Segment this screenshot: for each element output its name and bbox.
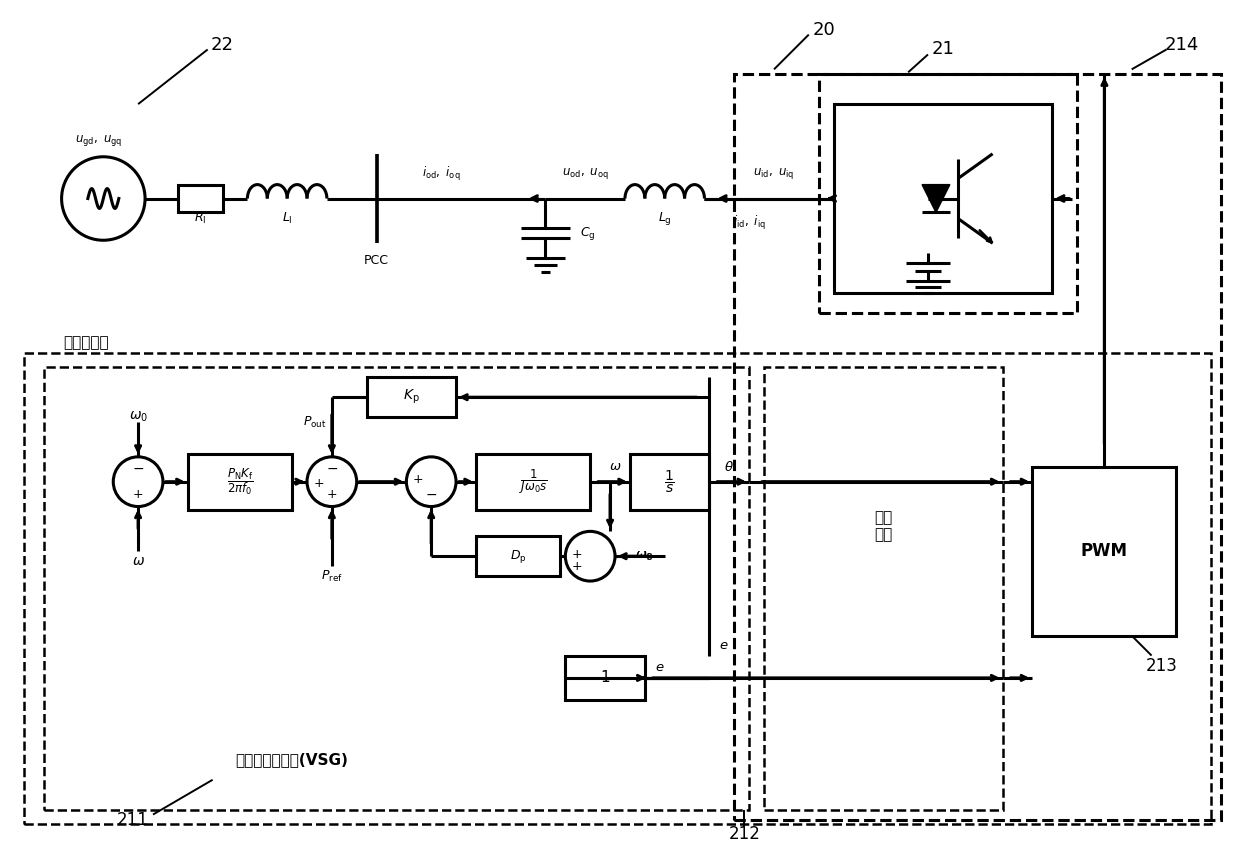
Text: $u_\mathrm{id},\ u_\mathrm{iq}$: $u_\mathrm{id},\ u_\mathrm{iq}$ bbox=[754, 166, 795, 181]
Text: +: + bbox=[572, 559, 583, 572]
Text: +: + bbox=[413, 473, 424, 486]
Text: 214: 214 bbox=[1164, 36, 1199, 54]
Text: +: + bbox=[572, 548, 583, 561]
Text: 1: 1 bbox=[600, 670, 610, 686]
Text: $u_\mathrm{od},\ u_\mathrm{oq}$: $u_\mathrm{od},\ u_\mathrm{oq}$ bbox=[562, 166, 609, 181]
Bar bbox=[177, 185, 222, 212]
Circle shape bbox=[113, 457, 162, 506]
Bar bbox=[565, 655, 645, 701]
Text: 211: 211 bbox=[118, 811, 149, 829]
Text: +: + bbox=[133, 488, 144, 501]
Text: 20: 20 bbox=[812, 21, 835, 39]
Text: $\dfrac{P_\mathrm{N} K_\mathrm{f}}{2\pi f_0}$: $\dfrac{P_\mathrm{N} K_\mathrm{f}}{2\pi … bbox=[227, 466, 253, 497]
Text: PWM: PWM bbox=[1081, 542, 1128, 560]
Text: $\omega$: $\omega$ bbox=[131, 554, 145, 568]
Text: 213: 213 bbox=[1146, 656, 1178, 675]
Text: $\dfrac{1}{J\omega_0 s}$: $\dfrac{1}{J\omega_0 s}$ bbox=[518, 467, 548, 496]
Text: $K_\mathrm{p}$: $K_\mathrm{p}$ bbox=[403, 388, 419, 407]
Text: 212: 212 bbox=[728, 825, 760, 844]
Bar bbox=[476, 453, 590, 510]
Bar bbox=[24, 353, 1211, 825]
Text: 22: 22 bbox=[211, 36, 234, 54]
Text: 虚拟同步发电机(VSG): 虚拟同步发电机(VSG) bbox=[236, 753, 348, 767]
Bar bbox=[476, 537, 560, 576]
Text: +: + bbox=[314, 477, 324, 490]
Text: $i_\mathrm{od},\ i_\mathrm{oq}$: $i_\mathrm{od},\ i_\mathrm{oq}$ bbox=[422, 165, 460, 183]
Text: +: + bbox=[326, 488, 337, 501]
Bar bbox=[630, 453, 709, 510]
Text: $D_\mathrm{p}$: $D_\mathrm{p}$ bbox=[510, 548, 527, 564]
Text: $u_\mathrm{gd},\ u_\mathrm{gq}$: $u_\mathrm{gd},\ u_\mathrm{gq}$ bbox=[74, 134, 122, 148]
Text: $R_\mathrm{l}$: $R_\mathrm{l}$ bbox=[193, 211, 206, 226]
Text: PCC: PCC bbox=[365, 254, 389, 267]
Text: $e$: $e$ bbox=[719, 639, 729, 652]
Bar bbox=[764, 368, 1002, 810]
Text: $L_\mathrm{g}$: $L_\mathrm{g}$ bbox=[657, 210, 672, 227]
Text: −: − bbox=[133, 462, 144, 476]
Text: −: − bbox=[425, 487, 436, 502]
Circle shape bbox=[407, 457, 456, 506]
Text: $P_\mathrm{out}$: $P_\mathrm{out}$ bbox=[304, 414, 327, 430]
Text: $i_\mathrm{id},\ i_\mathrm{iq}$: $i_\mathrm{id},\ i_\mathrm{iq}$ bbox=[733, 214, 765, 232]
Bar bbox=[833, 104, 1053, 293]
Circle shape bbox=[565, 531, 615, 581]
Bar bbox=[43, 368, 749, 810]
Text: $\theta$: $\theta$ bbox=[724, 460, 734, 473]
Text: $L_\mathrm{l}$: $L_\mathrm{l}$ bbox=[281, 211, 293, 226]
Text: $C_\mathrm{g}$: $C_\mathrm{g}$ bbox=[580, 225, 595, 242]
Text: 21: 21 bbox=[931, 41, 955, 58]
Circle shape bbox=[308, 457, 357, 506]
Text: 无穷大电网: 无穷大电网 bbox=[63, 335, 109, 350]
Bar bbox=[1033, 466, 1177, 636]
Text: $P_\mathrm{ref}$: $P_\mathrm{ref}$ bbox=[321, 569, 342, 583]
Text: $\omega$: $\omega$ bbox=[609, 460, 621, 473]
Polygon shape bbox=[923, 185, 950, 212]
Bar bbox=[734, 75, 1221, 819]
Text: $\omega_0$: $\omega_0$ bbox=[129, 410, 148, 424]
Text: $e$: $e$ bbox=[655, 662, 665, 675]
Bar bbox=[187, 453, 293, 510]
Text: 内环
控制: 内环 控制 bbox=[874, 510, 893, 543]
Bar bbox=[367, 377, 456, 417]
Bar bbox=[818, 75, 1078, 313]
Circle shape bbox=[62, 157, 145, 240]
Text: $\omega_0$: $\omega_0$ bbox=[635, 550, 652, 563]
Text: $\omega_0$: $\omega_0$ bbox=[635, 550, 653, 563]
Text: −: − bbox=[326, 462, 337, 476]
Text: $\dfrac{1}{s}$: $\dfrac{1}{s}$ bbox=[665, 468, 675, 495]
